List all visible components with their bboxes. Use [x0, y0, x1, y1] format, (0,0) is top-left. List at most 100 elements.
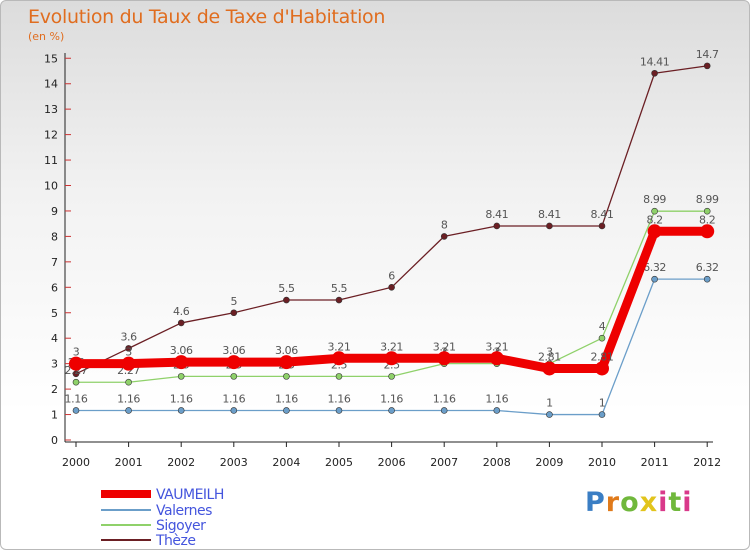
data-point [121, 356, 136, 371]
data-point [703, 62, 711, 70]
data-label: 8.2 [646, 213, 662, 226]
data-point [177, 407, 185, 414]
data-point [703, 207, 711, 215]
data-point [283, 407, 290, 414]
y-tick-label: 13 [44, 103, 58, 116]
y-tick-label: 5 [51, 307, 58, 320]
y-tick-label: 14 [44, 78, 58, 91]
data-point [230, 373, 238, 380]
data-label: 8 [441, 218, 448, 231]
data-point [489, 351, 504, 366]
data-label: 1.16 [485, 392, 508, 405]
data-point [388, 407, 395, 414]
y-tick-label: 2 [51, 383, 58, 396]
data-label: 1.16 [117, 392, 140, 405]
data-point [332, 351, 346, 366]
data-label: 1 [546, 397, 553, 410]
data-point [72, 378, 80, 386]
data-label: 5 [230, 295, 237, 308]
y-tick-label: 9 [51, 205, 58, 218]
data-label: 3 [546, 346, 553, 359]
data-point [335, 373, 343, 380]
data-point [125, 345, 132, 352]
data-point [647, 224, 662, 239]
legend-label: Sigoyer [156, 518, 206, 534]
data-label: 14.7 [696, 48, 719, 61]
data-label: 1.16 [65, 392, 88, 405]
data-point [279, 355, 294, 370]
data-label: 1.16 [380, 392, 403, 405]
data-label: 3.6 [120, 330, 137, 343]
x-tick-label: 2012 [693, 456, 721, 469]
data-point [335, 296, 343, 304]
data-point [598, 411, 606, 418]
y-tick-label: 0 [51, 434, 58, 447]
y-tick-label: 6 [51, 281, 58, 294]
data-point [440, 233, 448, 240]
data-label: 3.06 [170, 344, 193, 357]
x-tick-label: 2001 [115, 456, 143, 469]
data-point [440, 407, 448, 414]
x-tick-label: 2008 [483, 456, 511, 469]
data-label: 3.06 [222, 344, 245, 357]
data-label: 3.21 [433, 340, 456, 353]
data-point [72, 407, 80, 414]
y-tick-label: 11 [44, 154, 58, 167]
data-point [546, 222, 553, 230]
data-point [651, 207, 658, 215]
x-tick-label: 2011 [641, 456, 669, 469]
y-tick-label: 12 [44, 129, 58, 142]
data-point [283, 373, 290, 380]
data-label: 5.5 [331, 282, 348, 295]
y-tick-label: 15 [44, 52, 58, 65]
data-point [700, 224, 715, 239]
data-point [493, 222, 501, 230]
x-tick-label: 2002 [167, 456, 195, 469]
data-label: 6.32 [696, 261, 719, 274]
data-point [598, 334, 606, 342]
data-point [493, 407, 501, 414]
data-label: 6.32 [643, 261, 666, 274]
data-label: 3.21 [380, 340, 403, 353]
data-point [703, 275, 711, 283]
data-point [388, 283, 395, 291]
y-tick-label: 3 [51, 358, 58, 371]
data-label: 8.99 [696, 193, 719, 206]
data-point [598, 222, 606, 230]
y-tick-label: 10 [44, 180, 58, 193]
data-point [125, 407, 132, 414]
x-tick-label: 2010 [588, 456, 616, 469]
x-tick-label: 2007 [430, 456, 458, 469]
data-label: 1.16 [275, 392, 298, 405]
data-point [283, 296, 290, 304]
data-label: 3.21 [485, 340, 508, 353]
x-tick-label: 2009 [535, 456, 563, 469]
y-tick-label: 1 [51, 409, 58, 422]
data-label: 8.41 [591, 208, 614, 221]
data-label: 8.41 [485, 208, 508, 221]
x-tick-label: 2006 [378, 456, 406, 469]
data-point [651, 275, 658, 283]
x-tick-label: 2003 [220, 456, 248, 469]
data-point [72, 370, 80, 378]
y-tick-label: 8 [51, 230, 58, 243]
data-label: 6 [388, 269, 395, 282]
data-point [69, 356, 83, 371]
data-point [125, 378, 132, 386]
data-point [177, 373, 185, 380]
chart-subtitle: (en %) [28, 30, 65, 43]
proxiti-logo: Proxiti [585, 487, 693, 518]
chart-title: Evolution du Taux de Taxe d'Habitation [28, 6, 386, 28]
data-label: 2.81 [591, 350, 614, 363]
data-label: 1.16 [328, 392, 351, 405]
data-point [226, 355, 241, 370]
legend-label: Valernes [156, 503, 212, 519]
x-tick-label: 2004 [272, 456, 300, 469]
data-point [230, 309, 238, 317]
data-point [388, 373, 395, 380]
data-label: 1.16 [433, 392, 456, 405]
data-point [546, 411, 553, 418]
x-tick-label: 2005 [325, 456, 353, 469]
